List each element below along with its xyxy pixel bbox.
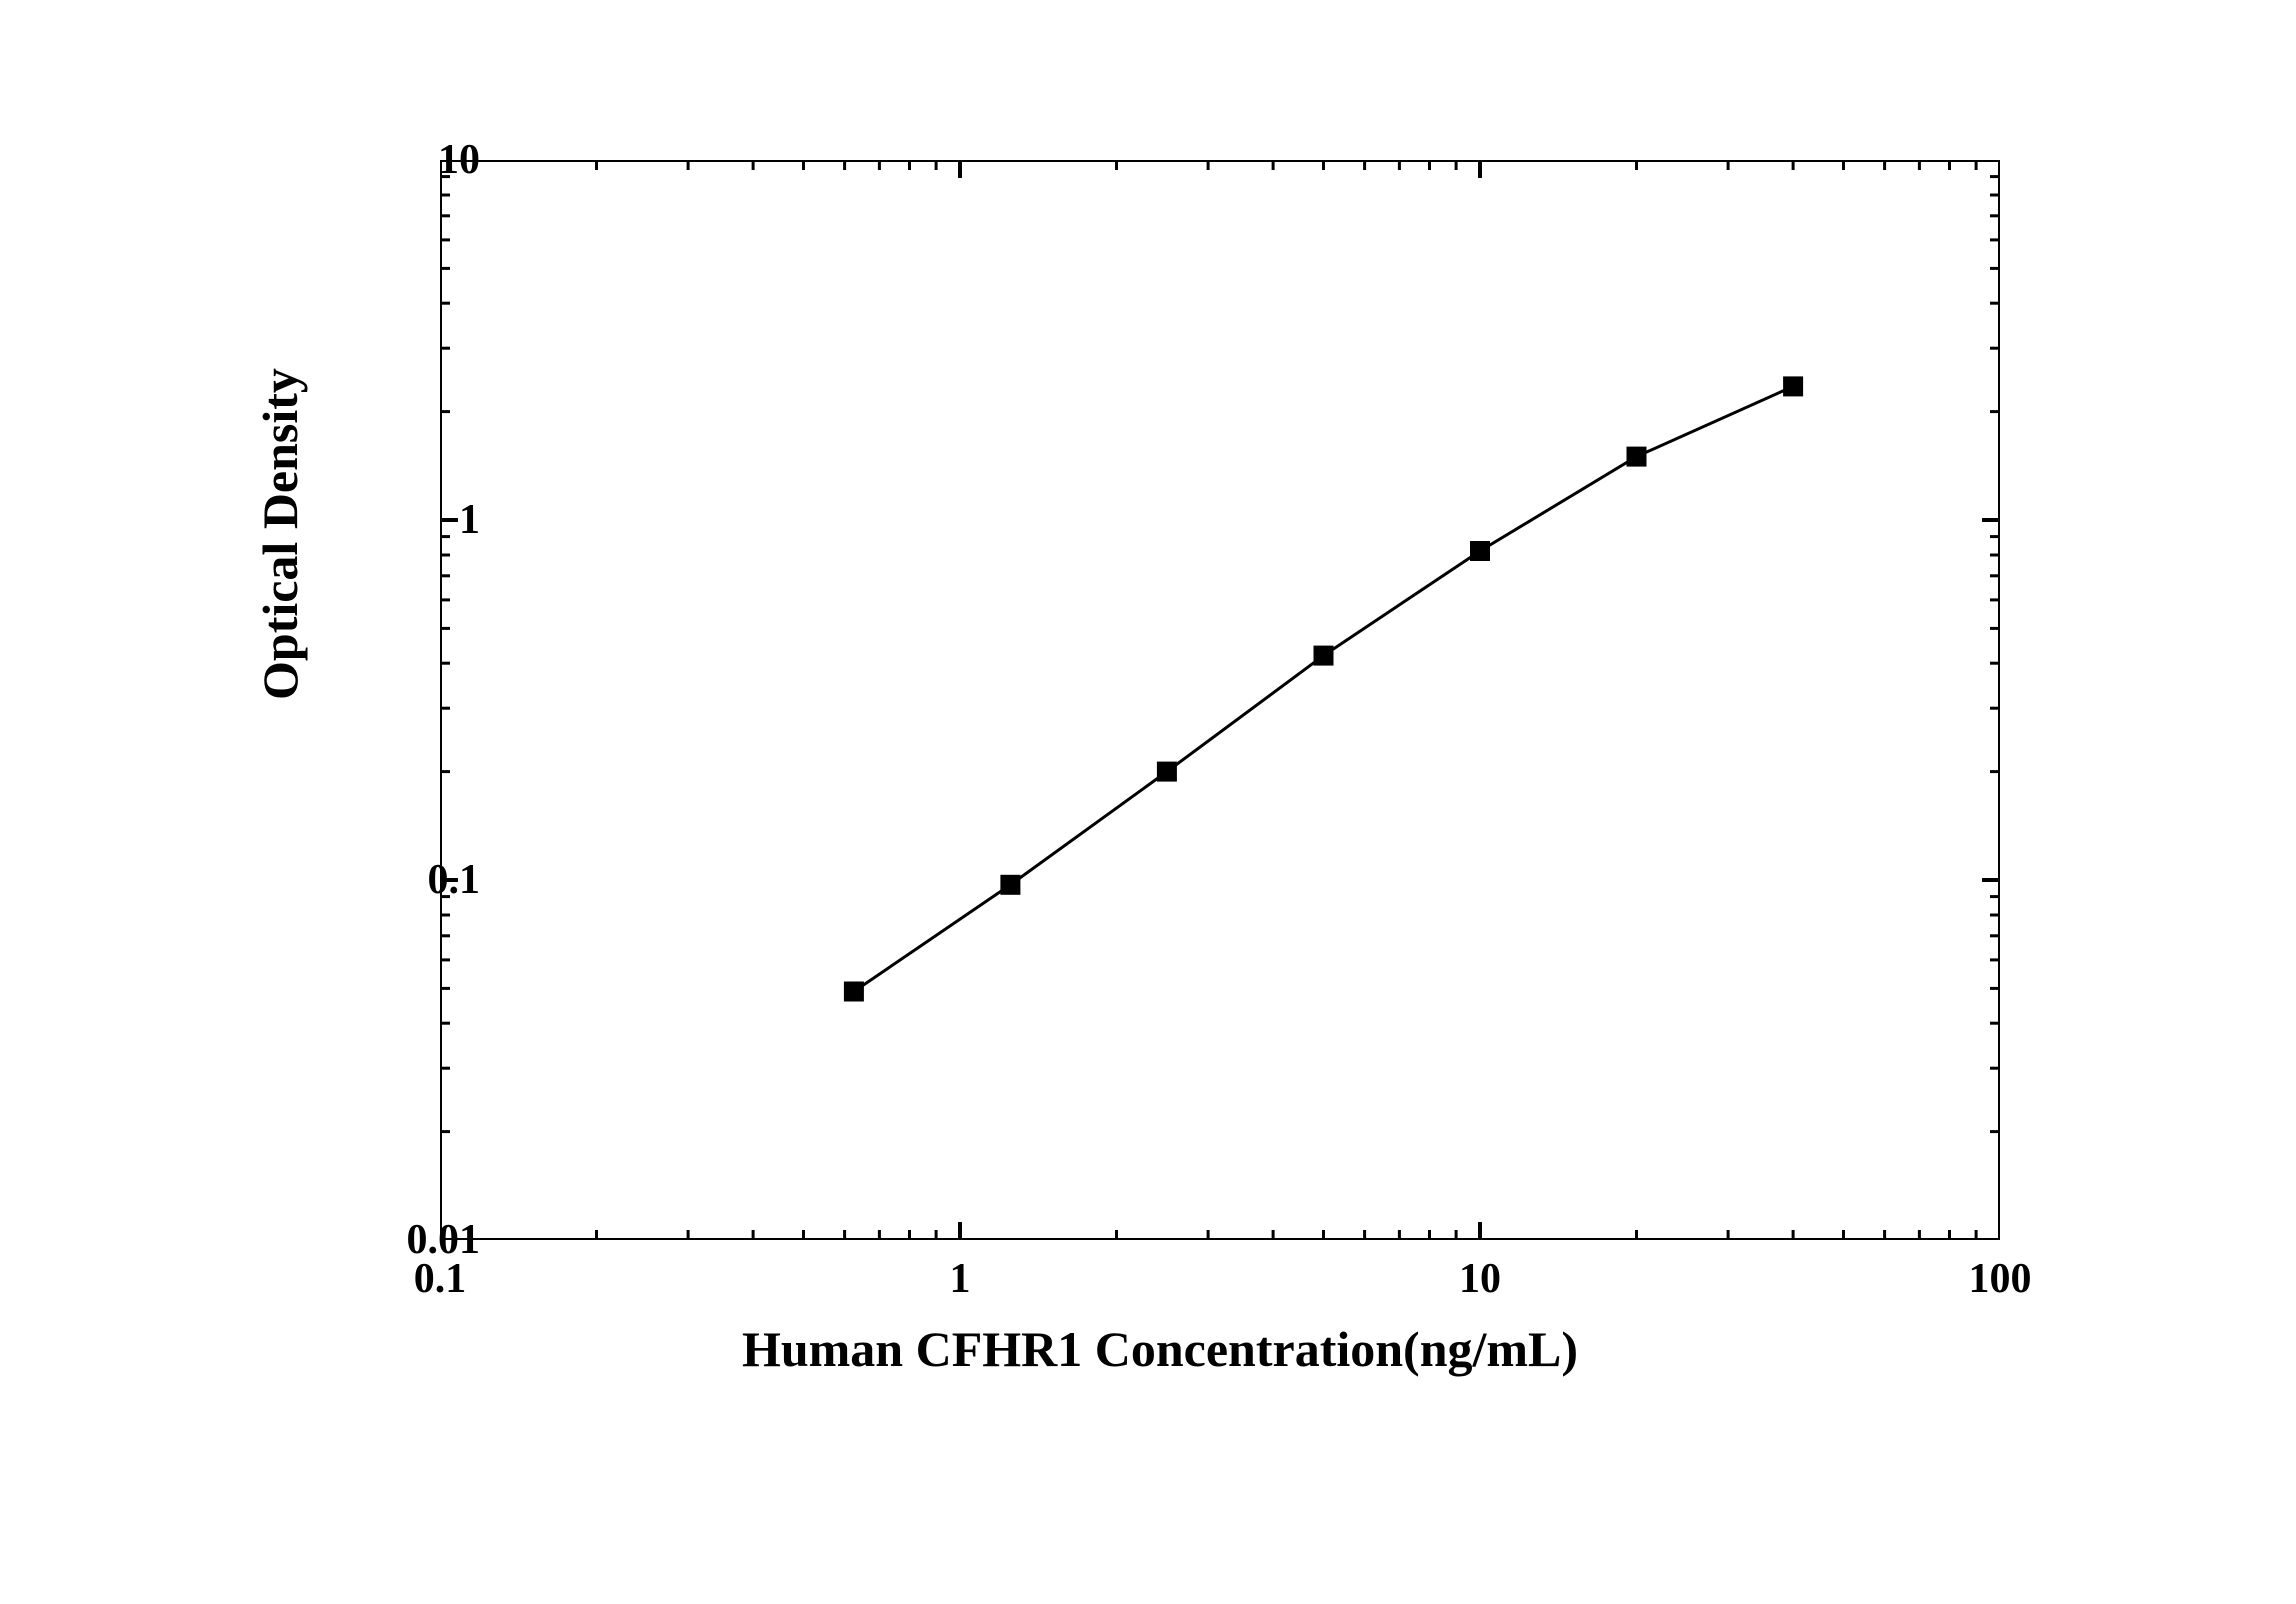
x-ticks-top	[440, 160, 2000, 178]
data-marker	[1783, 376, 1803, 396]
data-marker	[1314, 646, 1334, 666]
x-axis-title: Human CFHR1 Concentration(ng/mL)	[742, 1320, 1578, 1378]
data-markers	[844, 376, 1803, 1001]
chart-container: Optical Density Human CFHR1 Concentratio…	[260, 130, 2060, 1420]
axis-box	[440, 160, 2000, 1240]
y-ticks-right	[1982, 160, 2000, 1240]
x-tick-label: 10	[1430, 1255, 1530, 1303]
data-marker	[844, 982, 864, 1002]
y-ticks-left	[440, 160, 458, 1240]
y-axis-title: Optical Density	[251, 368, 309, 700]
data-line	[854, 386, 1793, 991]
data-marker	[1157, 762, 1177, 782]
data-marker	[1470, 541, 1490, 561]
x-ticks-bottom	[440, 1222, 2000, 1240]
data-marker	[1627, 447, 1647, 467]
data-marker	[1000, 875, 1020, 895]
x-tick-label: 100	[1950, 1255, 2050, 1303]
plot-svg	[440, 160, 2000, 1240]
x-tick-label: 1	[910, 1255, 1010, 1303]
x-tick-label: 0.1	[390, 1255, 490, 1303]
